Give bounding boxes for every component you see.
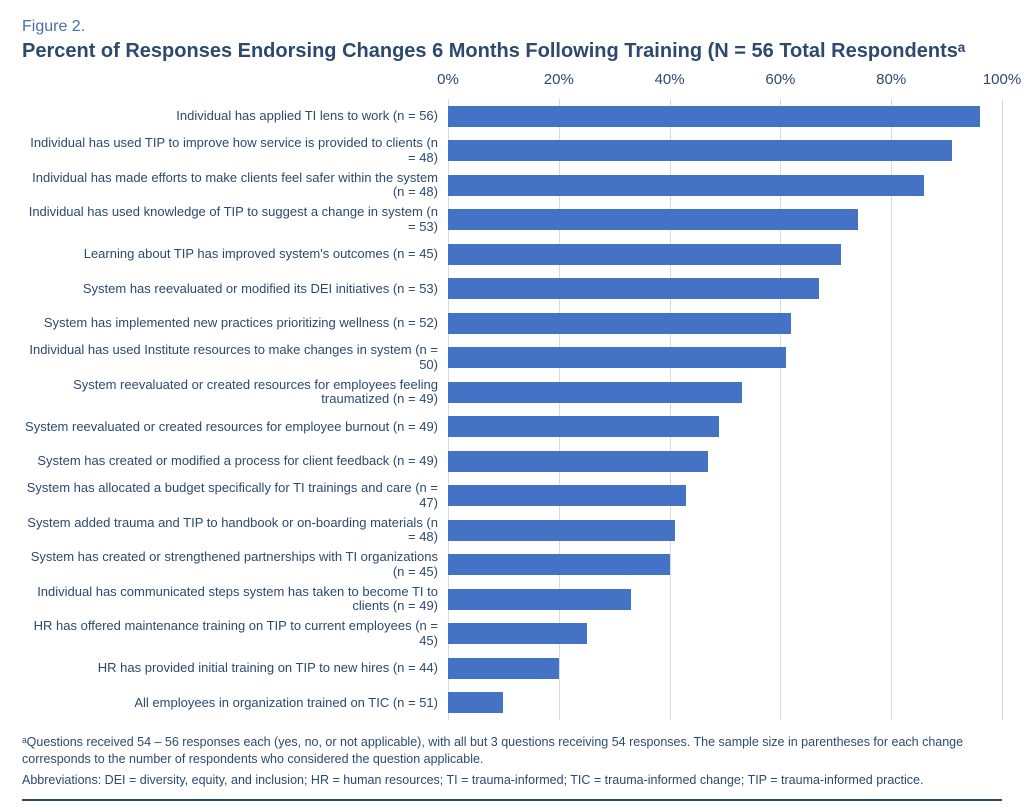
bar-track bbox=[448, 410, 1002, 445]
bar bbox=[448, 589, 631, 610]
bar-row: System has reevaluated or modified its D… bbox=[22, 272, 1002, 307]
bar-track bbox=[448, 203, 1002, 238]
bar-row: Individual has made efforts to make clie… bbox=[22, 168, 1002, 203]
bar-row: System has allocated a budget specifical… bbox=[22, 479, 1002, 514]
bar-label: System has created or strengthened partn… bbox=[22, 550, 448, 579]
x-tick: 0% bbox=[437, 71, 459, 88]
bar-row: System has implemented new practices pri… bbox=[22, 306, 1002, 341]
bar-label: System has reevaluated or modified its D… bbox=[22, 282, 448, 296]
bar-label: System has created or modified a process… bbox=[22, 454, 448, 468]
bar bbox=[448, 140, 952, 161]
bar-label: Individual has communicated steps system… bbox=[22, 585, 448, 614]
x-axis: 0%20%40%60%80%100% bbox=[22, 71, 1002, 99]
bar-label: Individual has used Institute resources … bbox=[22, 343, 448, 372]
bar-label: Learning about TIP has improved system's… bbox=[22, 247, 448, 261]
chart-area: 0%20%40%60%80%100% Individual has applie… bbox=[22, 71, 1002, 720]
bar-label: System added trauma and TIP to handbook … bbox=[22, 516, 448, 545]
x-tick: 40% bbox=[655, 71, 685, 88]
bar-row: HR has provided initial training on TIP … bbox=[22, 651, 1002, 686]
bar bbox=[448, 520, 675, 541]
gridline bbox=[1002, 99, 1003, 720]
bar-track bbox=[448, 513, 1002, 548]
bar bbox=[448, 244, 841, 265]
bar bbox=[448, 347, 786, 368]
bar-track bbox=[448, 582, 1002, 617]
bar-track bbox=[448, 479, 1002, 514]
x-tick: 60% bbox=[765, 71, 795, 88]
bar bbox=[448, 278, 819, 299]
bar-row: Individual has used TIP to improve how s… bbox=[22, 134, 1002, 169]
bar-row: System reevaluated or created resources … bbox=[22, 410, 1002, 445]
bar bbox=[448, 451, 708, 472]
figure-title: Percent of Responses Endorsing Changes 6… bbox=[22, 40, 1002, 63]
bar bbox=[448, 692, 503, 713]
bar-label: System reevaluated or created resources … bbox=[22, 378, 448, 407]
bar-row: System has created or modified a process… bbox=[22, 444, 1002, 479]
bar-label: Individual has made efforts to make clie… bbox=[22, 171, 448, 200]
bar-track bbox=[448, 99, 1002, 134]
bar bbox=[448, 485, 686, 506]
bar-track bbox=[448, 617, 1002, 652]
bar-label: Individual has applied TI lens to work (… bbox=[22, 109, 448, 123]
bar-row: Individual has applied TI lens to work (… bbox=[22, 99, 1002, 134]
bar-label: All employees in organization trained on… bbox=[22, 696, 448, 710]
bar-track bbox=[448, 548, 1002, 583]
plot: Individual has applied TI lens to work (… bbox=[22, 99, 1002, 720]
bar bbox=[448, 106, 980, 127]
bar-row: System has created or strengthened partn… bbox=[22, 548, 1002, 583]
bar-row: Individual has used Institute resources … bbox=[22, 341, 1002, 376]
x-tick: 80% bbox=[876, 71, 906, 88]
bar bbox=[448, 416, 719, 437]
bar bbox=[448, 209, 858, 230]
bar-label: HR has offered maintenance training on T… bbox=[22, 619, 448, 648]
bar-row: HR has offered maintenance training on T… bbox=[22, 617, 1002, 652]
bar-track bbox=[448, 168, 1002, 203]
bar-label: Individual has used TIP to improve how s… bbox=[22, 136, 448, 165]
bar-label: System has implemented new practices pri… bbox=[22, 316, 448, 330]
bar-row: Individual has communicated steps system… bbox=[22, 582, 1002, 617]
figure-label: Figure 2. bbox=[22, 18, 1002, 36]
bar-track bbox=[448, 272, 1002, 307]
bar-label: HR has provided initial training on TIP … bbox=[22, 661, 448, 675]
bar-track bbox=[448, 375, 1002, 410]
bar-track bbox=[448, 134, 1002, 169]
bar-label: Individual has used knowledge of TIP to … bbox=[22, 205, 448, 234]
bar bbox=[448, 313, 791, 334]
abbreviations: Abbreviations: DEI = diversity, equity, … bbox=[22, 772, 1002, 801]
bar-track bbox=[448, 651, 1002, 686]
bar-track bbox=[448, 237, 1002, 272]
plot-wrap: Individual has applied TI lens to work (… bbox=[22, 99, 1002, 720]
bar bbox=[448, 175, 924, 196]
bar-track bbox=[448, 686, 1002, 721]
x-tick: 20% bbox=[544, 71, 574, 88]
bar-label: System reevaluated or created resources … bbox=[22, 420, 448, 434]
footnote: ᵃQuestions received 54 – 56 responses ea… bbox=[22, 734, 1002, 768]
x-tick: 100% bbox=[983, 71, 1021, 88]
bar bbox=[448, 382, 742, 403]
bar bbox=[448, 623, 587, 644]
bar-track bbox=[448, 306, 1002, 341]
bar-row: System added trauma and TIP to handbook … bbox=[22, 513, 1002, 548]
bar-row: All employees in organization trained on… bbox=[22, 686, 1002, 721]
bar-row: System reevaluated or created resources … bbox=[22, 375, 1002, 410]
figure-container: Figure 2. Percent of Responses Endorsing… bbox=[0, 0, 1024, 809]
bar bbox=[448, 554, 670, 575]
bar-track bbox=[448, 444, 1002, 479]
bar-row: Learning about TIP has improved system's… bbox=[22, 237, 1002, 272]
bar-row: Individual has used knowledge of TIP to … bbox=[22, 203, 1002, 238]
bar bbox=[448, 658, 559, 679]
x-axis-ticks: 0%20%40%60%80%100% bbox=[448, 71, 1002, 99]
bar-track bbox=[448, 341, 1002, 376]
bar-label: System has allocated a budget specifical… bbox=[22, 481, 448, 510]
